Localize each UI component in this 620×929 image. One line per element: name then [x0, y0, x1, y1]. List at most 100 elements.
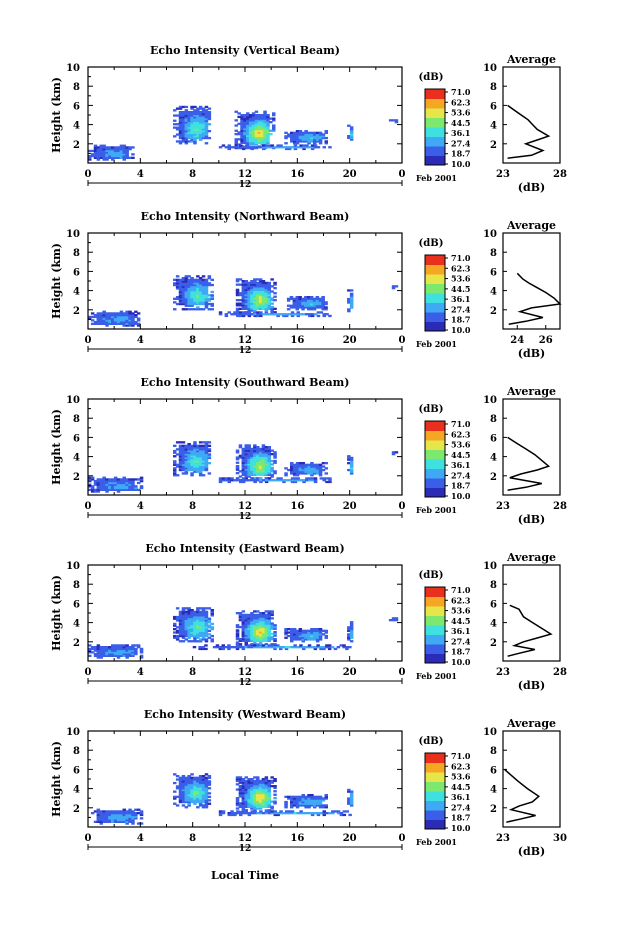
echo-cell — [122, 153, 126, 156]
echo-cell — [247, 290, 251, 293]
echo-cell — [267, 295, 271, 298]
echo-cell — [235, 307, 240, 310]
echo-cell — [125, 488, 129, 491]
echo-cell — [190, 133, 194, 136]
echo-cell — [108, 314, 112, 317]
echo-cell — [267, 646, 271, 649]
echo-cell — [347, 638, 351, 641]
echo-cell — [256, 461, 260, 464]
echo-cell — [307, 138, 311, 141]
echo-cell — [198, 619, 203, 622]
echo-cell — [178, 780, 183, 783]
x-tick-label: 8 — [189, 335, 196, 346]
echo-cell — [196, 778, 200, 781]
echo-cell — [184, 780, 189, 783]
echo-cell — [243, 126, 247, 129]
echo-cell — [290, 314, 295, 318]
echo-cell — [178, 456, 183, 460]
echo-cell — [307, 304, 311, 307]
echo-cell — [290, 638, 294, 641]
echo-cell — [239, 479, 243, 482]
echo-cell — [247, 638, 251, 641]
echo-cell — [178, 117, 183, 121]
echo-cell — [178, 280, 183, 283]
echo-cell — [253, 610, 257, 613]
echo-cell — [116, 478, 121, 481]
echo-cell — [198, 302, 203, 306]
echo-cell — [190, 795, 194, 798]
echo-cell — [178, 783, 183, 786]
echo-cell — [349, 128, 354, 131]
echo-cell — [238, 790, 243, 793]
echo-cell — [272, 117, 276, 120]
echo-cell — [187, 465, 191, 468]
echo-cell — [196, 136, 200, 140]
colorbar-tick-label: 36.1 — [451, 626, 470, 636]
echo-cell — [347, 135, 351, 138]
colorbar-tick-label: 62.3 — [451, 97, 471, 107]
echo-cell — [201, 785, 206, 788]
echo-cell — [128, 481, 132, 485]
colorbar-swatch — [425, 274, 445, 284]
echo-cell — [181, 472, 186, 475]
echo-cell — [227, 479, 231, 482]
echo-cell — [251, 124, 256, 127]
echo-cell — [307, 806, 311, 809]
echo-cell — [261, 297, 266, 300]
colorbar-tick-label: 53.6 — [451, 606, 471, 616]
echo-cell — [250, 638, 254, 641]
echo-cell — [187, 448, 191, 451]
colorbar-swatch — [425, 634, 445, 645]
echo-cell — [241, 456, 246, 459]
echo-cell — [196, 458, 200, 461]
echo-cell — [113, 146, 118, 149]
echo-cell — [193, 626, 197, 629]
echo-cell — [193, 629, 197, 632]
echo-cell — [201, 458, 206, 461]
echo-cell — [178, 123, 183, 126]
echo-cell — [261, 454, 266, 457]
echo-cell — [193, 278, 197, 281]
echo-cell — [261, 636, 266, 639]
echo-cell — [250, 451, 254, 454]
echo-cell — [181, 619, 186, 622]
echo-cell — [250, 617, 254, 620]
echo-cell — [240, 136, 244, 139]
echo-cell — [181, 455, 186, 458]
echo-cell — [201, 474, 206, 477]
echo-cell — [178, 785, 183, 788]
echo-cell — [321, 308, 325, 311]
echo-cell — [193, 301, 197, 304]
echo-cell — [227, 647, 231, 651]
echo-cell — [253, 783, 257, 786]
echo-cell — [313, 800, 317, 804]
echo-cell — [125, 654, 129, 657]
echo-cell — [96, 148, 101, 151]
echo-cell — [196, 636, 200, 639]
echo-cell — [301, 472, 305, 475]
echo-cell — [184, 304, 189, 307]
echo-cell — [267, 285, 271, 288]
echo-cell — [267, 461, 271, 464]
echo-cell — [193, 633, 197, 636]
echo-cell — [113, 812, 118, 815]
echo-cell — [258, 283, 263, 286]
echo-cell — [187, 135, 191, 138]
echo-cell — [175, 296, 180, 299]
echo-cell — [139, 647, 144, 651]
echo-cell — [250, 466, 254, 470]
echo-cell — [279, 810, 283, 813]
echo-cell — [193, 781, 197, 785]
echo-cell — [241, 620, 246, 623]
echo-cell — [264, 454, 269, 457]
echo-cell — [261, 447, 266, 451]
echo-cell — [287, 797, 291, 800]
echo-cell — [187, 449, 191, 453]
echo-cell — [258, 285, 263, 288]
echo-cell — [244, 797, 248, 800]
echo-cell — [178, 455, 183, 458]
echo-cell — [301, 463, 305, 466]
echo-cell — [244, 459, 248, 463]
echo-cell — [244, 776, 248, 779]
echo-cell — [241, 288, 246, 291]
